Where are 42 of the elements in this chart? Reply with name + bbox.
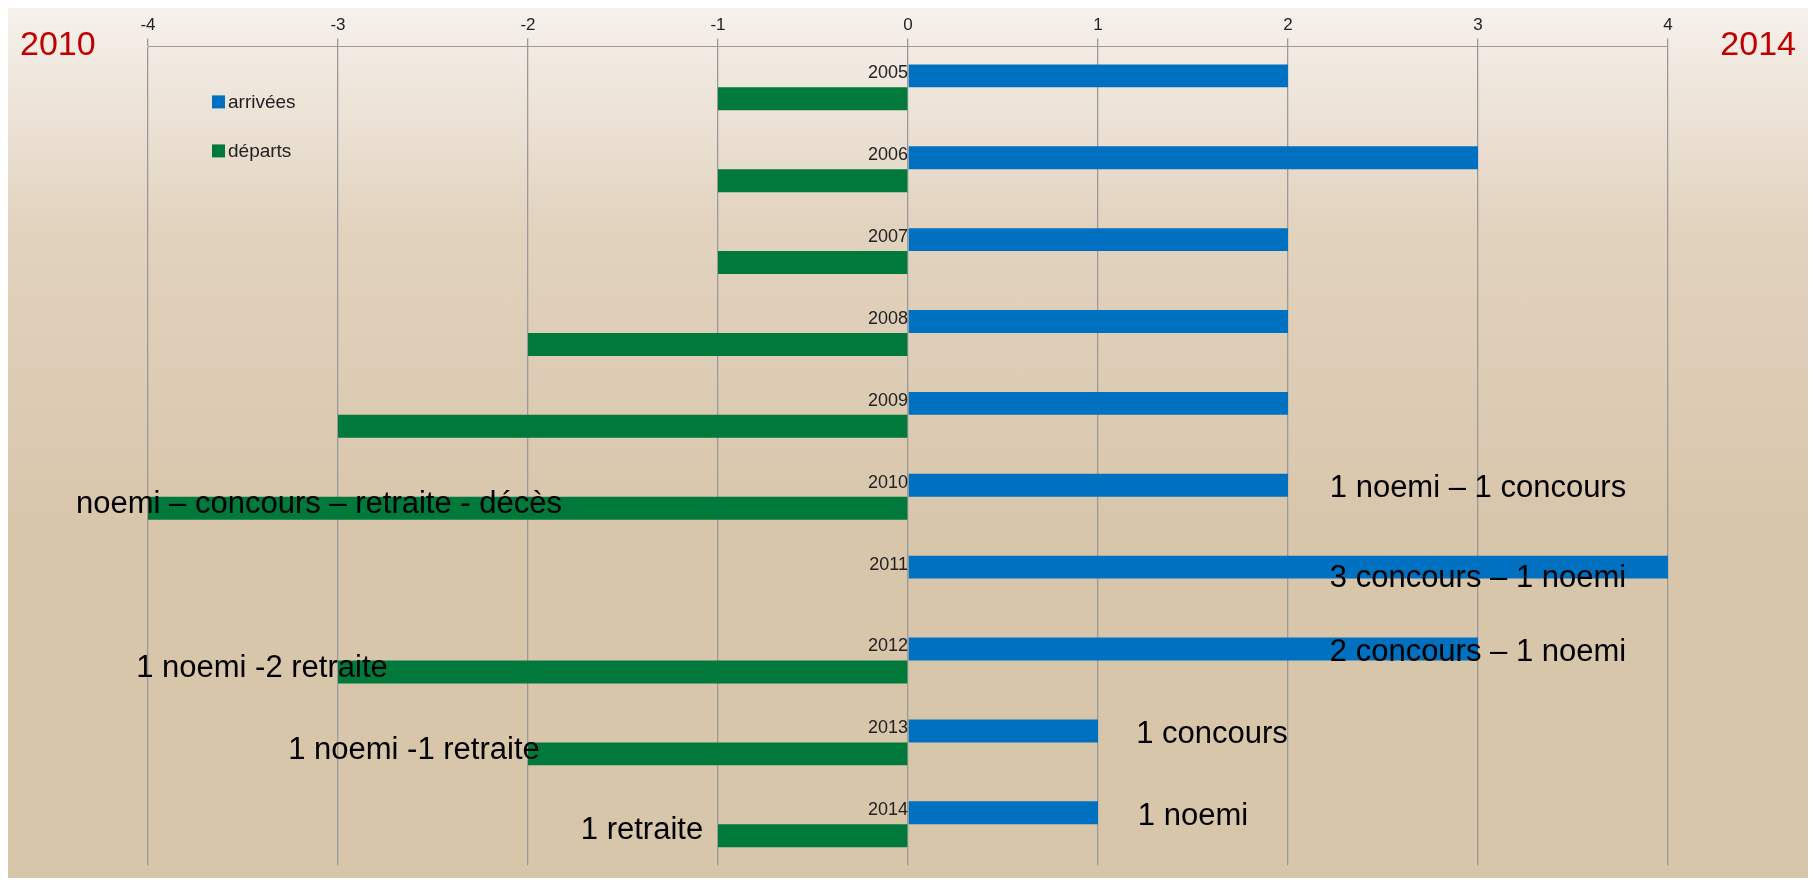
x-tick-label: 1 [1093, 14, 1103, 34]
y-tick-label: 2007 [867, 226, 908, 247]
y-tick-label: 2009 [867, 389, 908, 410]
y-tick-label: 2011 [869, 553, 908, 574]
bar [908, 64, 1288, 88]
x-tick-label: 3 [1473, 14, 1483, 34]
y-tick-label: 2010 [867, 471, 908, 492]
annotation: 1 noemi – 1 concours [1329, 469, 1627, 505]
text: 2014 [1720, 24, 1796, 63]
bar [908, 719, 1098, 743]
bar [908, 801, 1098, 825]
x-tick-label: 2 [1283, 14, 1293, 34]
bar [908, 310, 1288, 333]
x-tick-label: 4 [1663, 14, 1673, 34]
y-tick-label: 2014 [867, 799, 908, 820]
bar [908, 473, 1288, 497]
bar [528, 332, 908, 356]
y-tick-label: 2008 [867, 307, 908, 328]
x-tick-label: -1 [710, 14, 726, 34]
x-tick-label: 0 [903, 14, 913, 34]
bar [908, 391, 1288, 415]
bar [908, 146, 1478, 170]
y-tick-label: 2012 [867, 635, 908, 656]
y-tick-label: 2013 [867, 717, 908, 738]
y-tick-label: 2005 [867, 62, 908, 83]
bar [718, 169, 908, 193]
legend-label: arrivées [228, 90, 296, 112]
annotation: 1 noemi -2 retraite [136, 649, 388, 685]
x-tick-label: -2 [520, 14, 536, 34]
text: 2010 [20, 24, 96, 63]
y-tick-label: 2006 [867, 144, 908, 165]
bar [718, 824, 908, 848]
x-tick-label: -4 [140, 14, 156, 34]
annotation: 1 noemi [1137, 796, 1249, 832]
x-tick-label: -3 [330, 14, 346, 34]
legend-label: départs [228, 139, 292, 161]
bar [908, 228, 1288, 252]
bar [718, 87, 908, 111]
annotation: 1 retraite [580, 810, 704, 846]
bar [338, 414, 908, 438]
bar [718, 251, 908, 275]
annotation: 1 concours [1136, 714, 1288, 750]
